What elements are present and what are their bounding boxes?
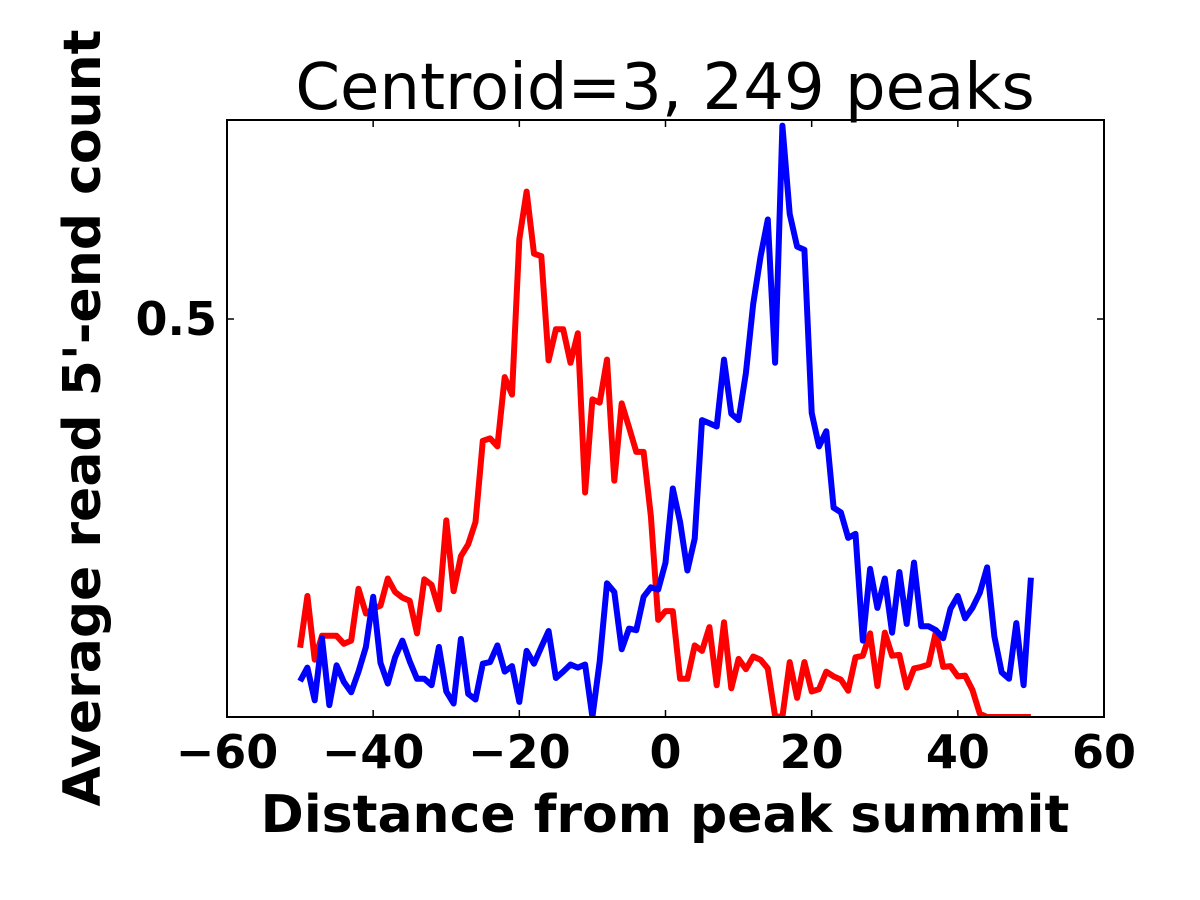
x-tick-label: 60 — [1072, 725, 1136, 779]
y-axis: 0.5 — [136, 292, 1104, 346]
y-axis-label: Average read 5'-end count — [53, 30, 113, 807]
series-line-1 — [297, 188, 1031, 717]
chart-title: Centroid=3, 249 peaks — [295, 51, 1034, 125]
series-line-2 — [297, 122, 1034, 717]
plot-area — [226, 119, 1105, 718]
x-tick-label: 40 — [926, 725, 990, 779]
x-axis: −60 −40 −20 0 20 40 60 — [176, 120, 1136, 779]
x-tick-label: 20 — [780, 725, 844, 779]
y-tick-label: 0.5 — [136, 292, 218, 346]
plot-frame — [226, 119, 1105, 718]
x-tick-label: −60 — [176, 725, 279, 779]
x-tick-label: −20 — [468, 725, 571, 779]
x-axis-label: Distance from peak summit — [261, 785, 1070, 845]
x-tick-label: −40 — [322, 725, 425, 779]
x-tick-label: 0 — [649, 725, 681, 779]
